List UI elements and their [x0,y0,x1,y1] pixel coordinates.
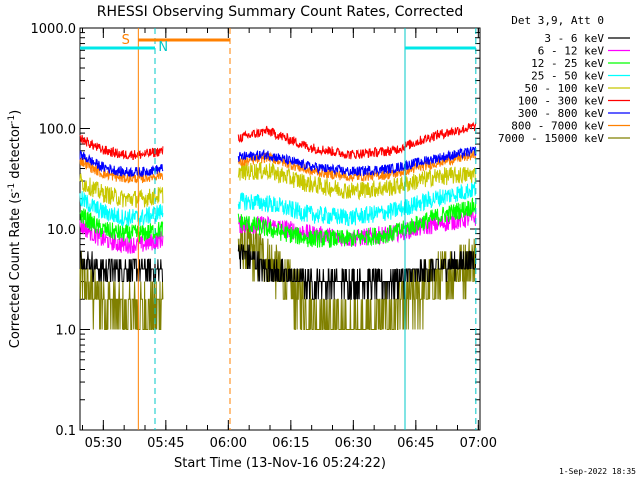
footer-timestamp: 1-Sep-2022 18:35 [559,467,636,476]
legend-entry-label: 25 - 50 keV [531,70,604,83]
legend-entry-label: 100 - 300 keV [518,95,604,108]
series-line [79,121,477,160]
x-tick-label: 06:45 [397,436,434,451]
legend-entry-label: 300 - 800 keV [518,107,604,120]
legend-entry-label: 800 - 7000 keV [511,120,604,133]
series-line [79,161,477,208]
chart-title: RHESSI Observing Summary Count Rates, Co… [97,4,463,20]
x-tick-label: 07:00 [460,436,497,451]
annotation-label: S [122,33,130,48]
y-tick-label: 100.0 [39,123,76,138]
y-axis-label: Corrected Count Rate (s-1 detector-1) [7,110,23,348]
x-tick-label: 06:15 [272,436,309,451]
x-tick-label: 05:30 [85,436,122,451]
legend-entry-label: 7000 - 15000 keV [498,132,604,145]
legend-entry-label: 3 - 6 keV [544,32,604,45]
x-tick-label: 06:30 [335,436,372,451]
series-layer [79,121,477,330]
x-tick-label: 05:45 [147,436,184,451]
y-tick-label: 10.0 [47,223,76,238]
series-line [79,197,477,248]
series-line [79,244,477,300]
y-tick-label: 0.1 [55,424,76,439]
legend-title: Det 3,9, Att 0 [511,14,604,27]
series-line [79,146,477,178]
series-line [79,181,476,227]
annotation-label: N [158,40,168,55]
legend-entry-label: 12 - 25 keV [531,57,604,70]
x-tick-label: 06:00 [210,436,247,451]
legend-entry-label: 50 - 100 keV [525,82,605,95]
legend-entry-label: 6 - 12 keV [538,45,605,58]
y-tick-labels: 1000.0 100.0 10.0 1.0 0.1 [31,22,77,439]
y-tick-label: 1.0 [55,324,76,339]
x-axis-label: Start Time (13-Nov-16 05:24:22) [174,456,386,471]
x-tick-labels: 05:30 05:45 06:00 06:15 06:30 06:45 07:00 [85,436,497,451]
y-tick-label: 1000.0 [31,22,77,37]
